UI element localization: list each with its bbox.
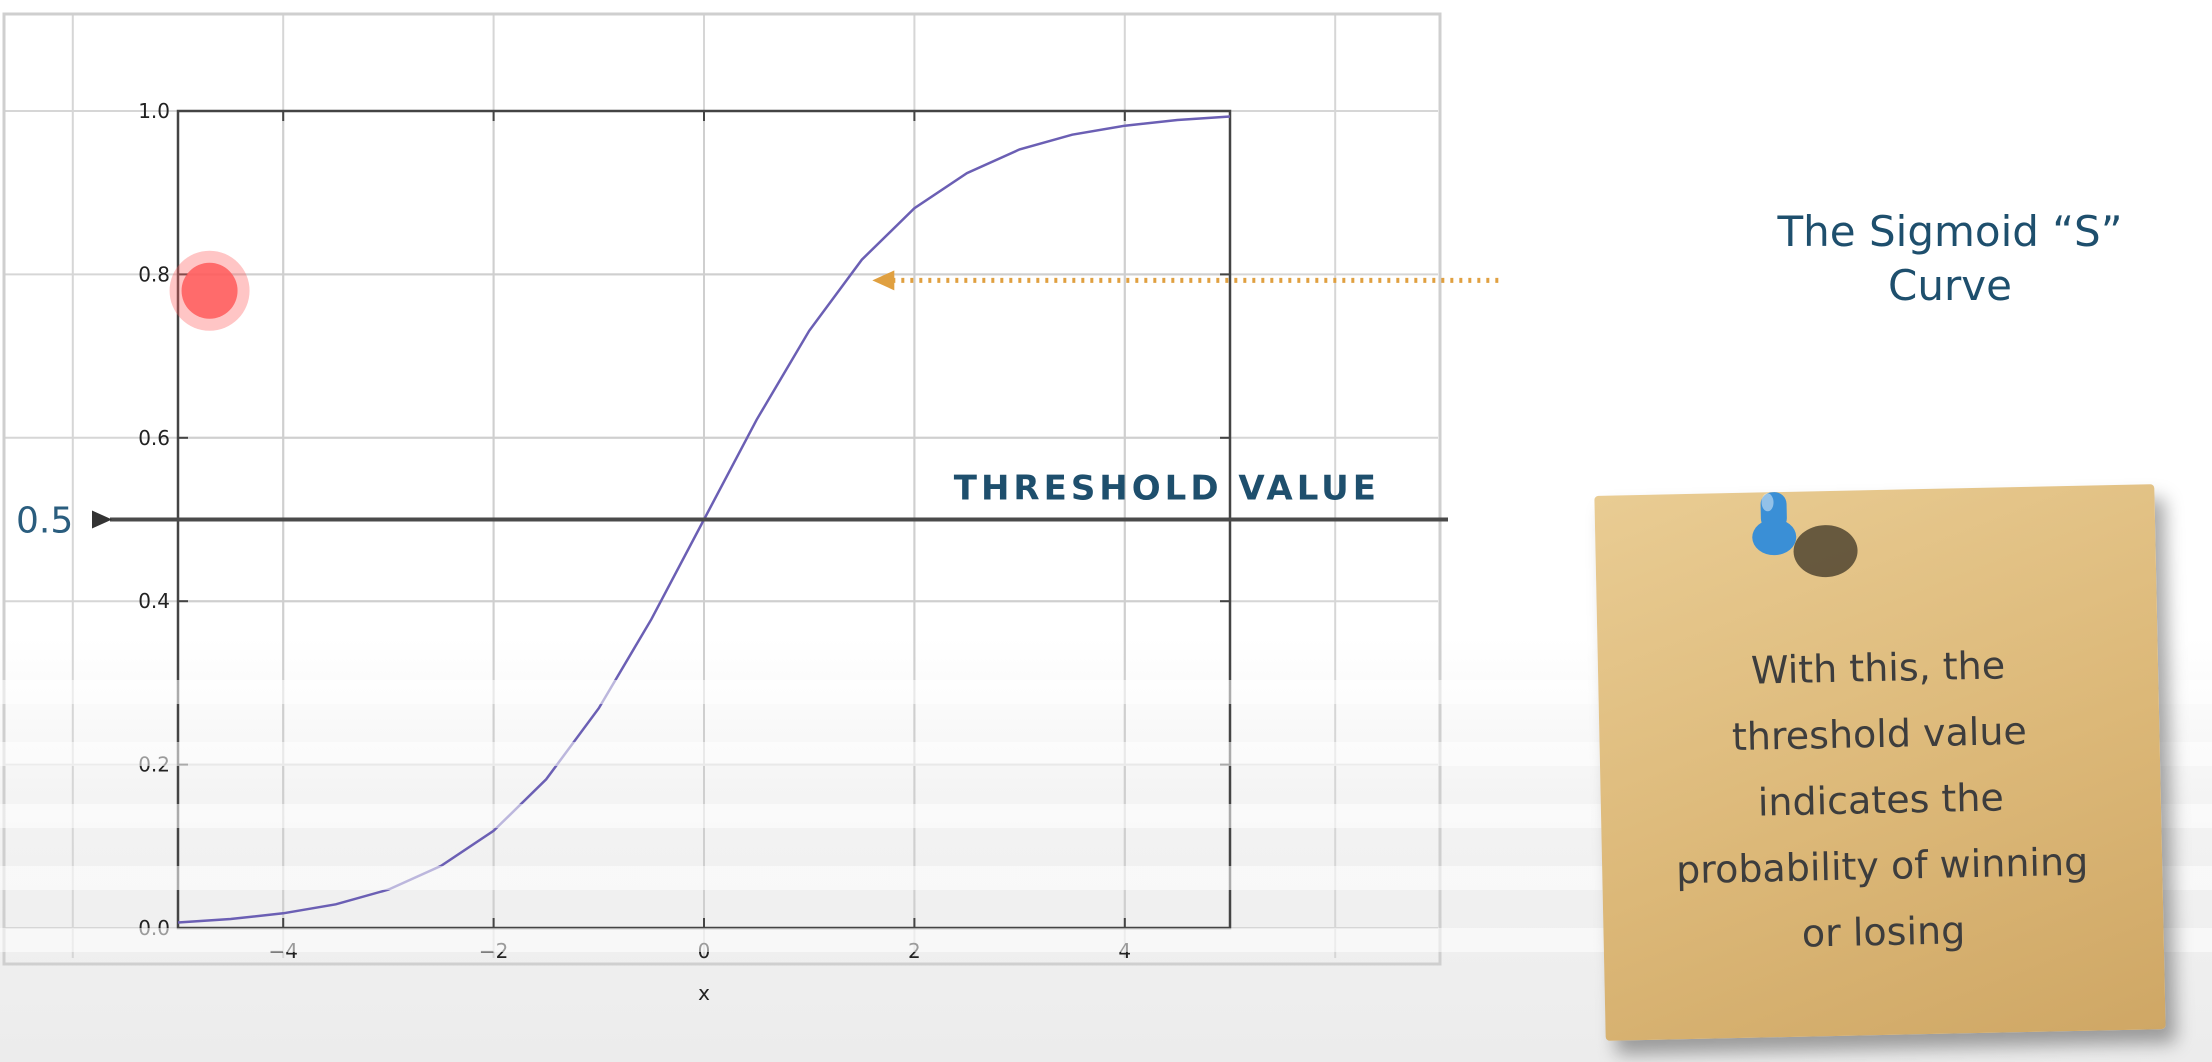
y-tick-label: 0.2 — [138, 753, 170, 777]
pointer-arrow-head — [872, 270, 895, 291]
x-tick-label: 2 — [908, 939, 921, 963]
x-tick-label: −4 — [268, 939, 297, 963]
y-tick-label: 1.0 — [138, 99, 170, 123]
threshold-label: THRESHOLD VALUE — [954, 469, 1380, 509]
pushpin-icon — [1752, 492, 1858, 578]
sticky-note: With this, the threshold value indicates… — [1594, 484, 2166, 1041]
y-tick-label: 0.8 — [138, 262, 170, 286]
note-text: With this, the threshold value indicates… — [1637, 630, 2124, 970]
y-tick-label: 0.0 — [138, 916, 170, 940]
callout-line-1: The Sigmoid “S” — [1777, 207, 2123, 256]
note-line: threshold value — [1731, 708, 2028, 760]
sigmoid-chart: 0.0 0.2 0.4 0.6 0.8 1.0 −4 −2 0 2 4 x 0.5 THRESHO… — [2, 12, 1500, 1005]
x-axis-label: x — [698, 981, 710, 1005]
y-tick-label: 0.4 — [138, 589, 170, 613]
red-dot — [169, 250, 250, 331]
note-line: or losing — [1801, 908, 1966, 956]
x-tick-label: 4 — [1118, 939, 1131, 963]
pushpin-head — [1752, 519, 1797, 556]
red-dot-core — [181, 262, 238, 319]
x-tick-labels: −4 −2 0 2 4 — [268, 939, 1131, 963]
y-tick-label: 0.6 — [138, 426, 170, 450]
note-line: indicates the — [1757, 775, 2005, 825]
note-line: With this, the — [1750, 643, 2006, 693]
threshold-marker-arrow — [92, 510, 112, 529]
threshold-value-label: 0.5 — [16, 501, 73, 542]
callout-line-2: Curve — [1888, 260, 2012, 310]
x-tick-label: 0 — [698, 939, 711, 963]
sigmoid-callout: The Sigmoid “S” Curve — [1700, 205, 2200, 313]
x-tick-label: −2 — [479, 939, 508, 963]
note-line: probability of winning — [1675, 839, 2089, 893]
